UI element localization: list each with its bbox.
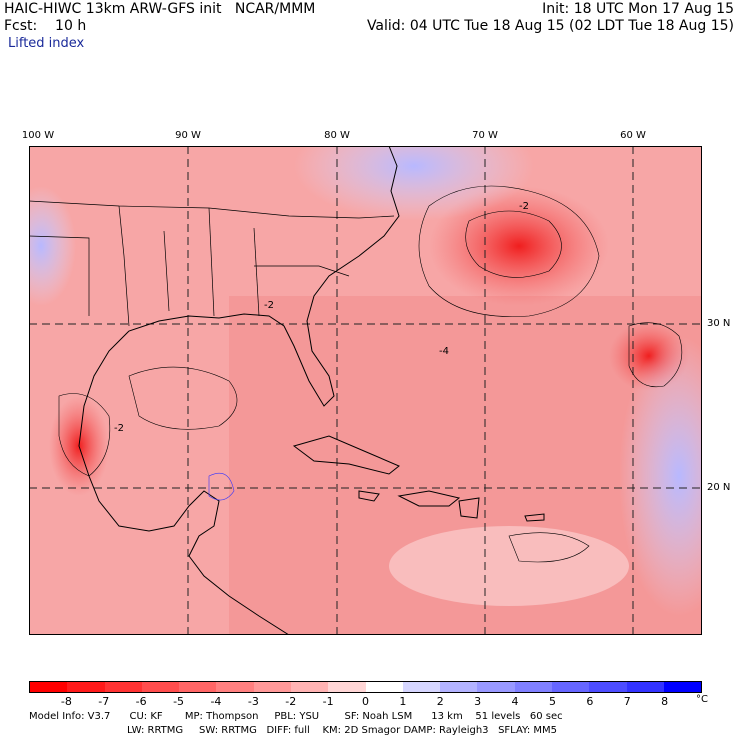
lon-label-100w: 100 W	[21, 130, 55, 141]
lon-label-90w: 90 W	[175, 130, 201, 141]
colorbar-tick-label: -8	[60, 695, 72, 708]
colorbar-tick-label: 8	[661, 695, 669, 708]
low-li-region-atlantic	[429, 186, 609, 306]
contour-label: -4	[439, 346, 449, 357]
contour-label: -2	[114, 423, 124, 434]
colorbar-swatch	[365, 682, 403, 692]
lat-label-30n: 30 N	[707, 318, 731, 329]
valid-time: Valid: 04 UTC Tue 18 Aug 15 (02 LDT Tue …	[366, 18, 734, 34]
lifted-index-map: -2 -2 -4 -2	[29, 146, 702, 635]
colorbar-tick-label: -4	[210, 695, 222, 708]
colorbar-tick-label: -2	[285, 695, 297, 708]
colorbar-tick-label: 0	[362, 695, 369, 708]
graticule	[29, 146, 702, 635]
colorbar-unit: °C	[696, 694, 708, 705]
colorbar-swatch	[30, 682, 68, 692]
lat-label-20n: 20 N	[707, 482, 731, 493]
colorbar-swatch	[589, 682, 627, 692]
coastlines	[78, 146, 545, 635]
model-info-line1: Model Info: V3.7 CU: KF MP: Thompson PBL…	[29, 711, 563, 722]
colorbar-swatch	[141, 682, 180, 692]
lon-label-70w: 70 W	[472, 130, 498, 141]
colorbar-swatch	[179, 682, 217, 692]
init-time: Init: 18 UTC Mon 17 Aug 15	[542, 1, 734, 17]
colorbar-tick-label: 5	[548, 695, 556, 708]
map-title: HAIC-HIWC 13km ARW-GFS init NCAR/MMM	[4, 1, 316, 17]
colorbar-swatch	[104, 682, 142, 692]
colorbar-tick-label: -5	[173, 695, 185, 708]
contour-lines	[58, 185, 683, 563]
lon-label-80w: 80 W	[324, 130, 350, 141]
stable-region-texas	[29, 186, 76, 306]
stable-region-mid-atlantic	[294, 146, 534, 221]
state-borders	[29, 200, 395, 327]
model-info-line2: LW: RRTMG SW: RRTMG DIFF: full KM: 2D Sm…	[127, 725, 557, 736]
colorbar-swatch	[626, 682, 664, 692]
colorbar	[29, 681, 702, 693]
contour-label: -2	[519, 201, 529, 212]
forecast-hour: Fcst: 10 h	[4, 18, 87, 34]
colorbar-tick-label: 4	[511, 695, 519, 708]
colorbar-tick-label: -6	[135, 695, 147, 708]
colorbar-swatch	[67, 682, 105, 692]
colorbar-tick-label: -3	[247, 695, 259, 708]
colorbar-swatch	[328, 682, 366, 692]
colorbar-tick-label: 2	[436, 695, 444, 708]
colorbar-swatch	[290, 682, 329, 692]
stable-region-caribbean	[389, 526, 629, 606]
colorbar-swatch	[551, 682, 590, 692]
colorbar-swatch	[216, 682, 254, 692]
colorbar-swatch	[440, 682, 478, 692]
stable-region-east-atlantic	[619, 336, 702, 616]
colorbar-tick-label: -1	[322, 695, 334, 708]
colorbar-tick-label: 7	[623, 695, 631, 708]
colorbar-tick-label: 6	[586, 695, 594, 708]
colorbar-swatch	[402, 682, 441, 692]
colorbar-swatch	[514, 682, 552, 692]
colorbar-tick-label: 3	[474, 695, 482, 708]
map-border	[29, 146, 702, 635]
colorbar-swatch	[663, 682, 702, 692]
colorbar-tick-label: -7	[98, 695, 110, 708]
field-name: Lifted index	[8, 36, 85, 51]
contour-label: -2	[264, 300, 274, 311]
colorbar-swatch	[253, 682, 291, 692]
colorbar-swatch	[477, 682, 515, 692]
lon-label-60w: 60 W	[620, 130, 646, 141]
colorbar-tick-label: 1	[399, 695, 407, 708]
